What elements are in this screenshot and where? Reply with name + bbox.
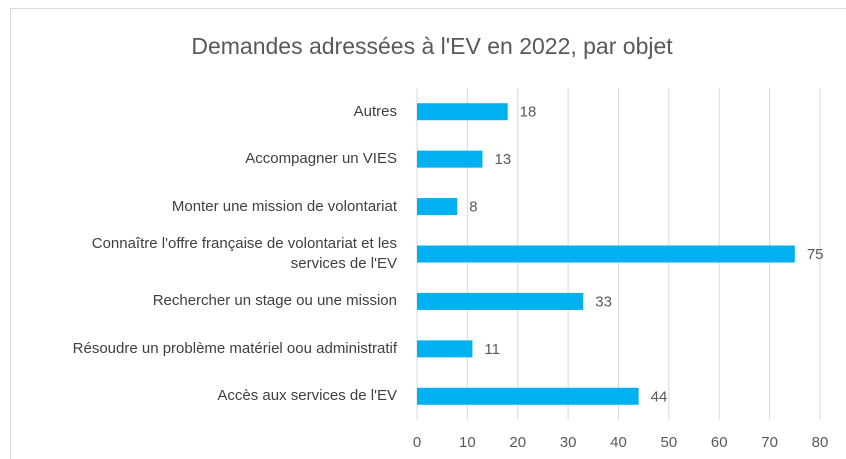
- value-label: 11: [484, 341, 500, 358]
- x-tick-label: 70: [761, 434, 778, 451]
- value-label: 44: [651, 388, 668, 405]
- value-label: 13: [494, 151, 511, 168]
- value-label: 75: [807, 246, 824, 263]
- bar: [417, 387, 639, 405]
- x-tick-label: 0: [413, 434, 421, 451]
- category-label: Accompagner un VIES: [245, 150, 397, 168]
- category-label: Rechercher un stage ou une mission: [152, 292, 397, 310]
- x-tick-label: 20: [509, 434, 526, 451]
- x-tick-label: 10: [459, 434, 476, 451]
- bar: [417, 292, 584, 310]
- bar: [417, 150, 483, 168]
- bar: [417, 198, 458, 216]
- x-tick-label: 60: [711, 434, 728, 451]
- chart-frame: [10, 8, 846, 459]
- category-label: Connaître l'offre française de volontari…: [91, 235, 397, 272]
- x-tick-label: 50: [661, 434, 678, 451]
- value-label: 18: [520, 104, 537, 121]
- value-label: 33: [595, 293, 612, 310]
- value-label: 8: [469, 199, 477, 216]
- x-tick-label: 40: [610, 434, 627, 451]
- category-label: Résoudre un problème matériel oou admini…: [72, 339, 397, 357]
- x-tick-label: 80: [812, 434, 829, 451]
- bar: [417, 103, 508, 121]
- bar: [417, 245, 795, 263]
- category-label: Accès aux services de l'EV: [217, 387, 397, 405]
- x-tick-label: 30: [560, 434, 577, 451]
- category-label: Monter une mission de volontariat: [171, 197, 397, 215]
- category-label: Autres: [353, 102, 397, 120]
- bar: [417, 340, 473, 358]
- chart-title: Demandes adressées à l'EV en 2022, par o…: [191, 33, 673, 59]
